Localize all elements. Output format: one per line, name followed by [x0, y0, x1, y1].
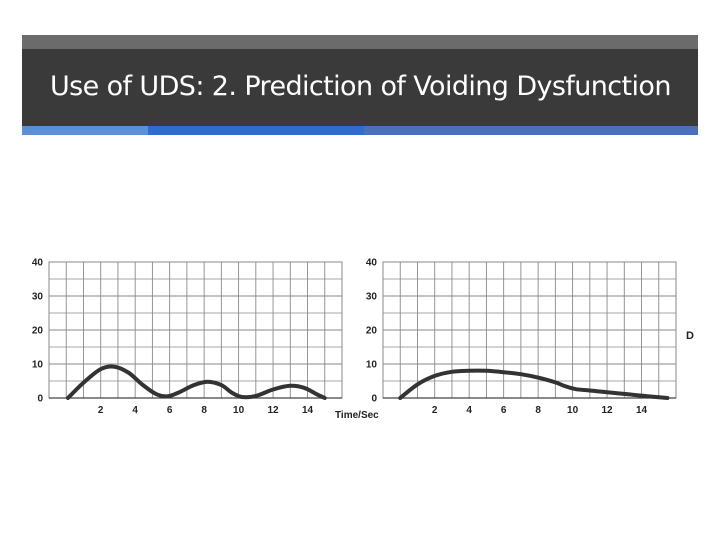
y-tick-label: 40: [366, 258, 378, 269]
y-tick-label: 20: [366, 326, 378, 337]
x-tick-label: 14: [302, 405, 314, 416]
flow-curve-1: [66, 364, 327, 400]
x-axis-title: Time/Sec: [335, 410, 379, 421]
y-tick-label: 20: [32, 326, 44, 337]
x-tick-label: 2: [432, 405, 438, 416]
accent-bar-1: [22, 126, 148, 135]
y-tick-label: 40: [32, 258, 44, 269]
x-tick-label: 6: [501, 405, 507, 416]
y-tick-label: 10: [366, 360, 378, 371]
y-tick-label: 0: [37, 394, 43, 405]
y-tick-label: 10: [32, 360, 44, 371]
x-tick-label: 4: [132, 405, 138, 416]
x-tick-label: 8: [535, 405, 541, 416]
x-tick-label: 14: [636, 405, 648, 416]
x-tick-label: 10: [567, 405, 579, 416]
slide-title: Use of UDS: 2. Prediction of Voiding Dys…: [50, 71, 671, 102]
flow-curve-2: [398, 368, 670, 400]
x-tick-label: 2: [98, 405, 104, 416]
y-tick-label: 0: [371, 394, 377, 405]
x-tick-label: 12: [267, 405, 279, 416]
accent-bar-3: [364, 126, 698, 135]
x-tick-label: 10: [233, 405, 245, 416]
title-bar: Use of UDS: 2. Prediction of Voiding Dys…: [22, 49, 698, 126]
x-tick-label: 6: [167, 405, 173, 416]
y-tick-label: 30: [32, 292, 44, 303]
y-tick-label: 30: [366, 292, 378, 303]
accent-bar-2: [148, 126, 364, 135]
x-tick-label: 4: [466, 405, 472, 416]
side-label: D: [686, 330, 694, 342]
title-top-strip: [22, 35, 698, 49]
x-tick-label: 12: [601, 405, 613, 416]
x-tick-label: 8: [201, 405, 207, 416]
